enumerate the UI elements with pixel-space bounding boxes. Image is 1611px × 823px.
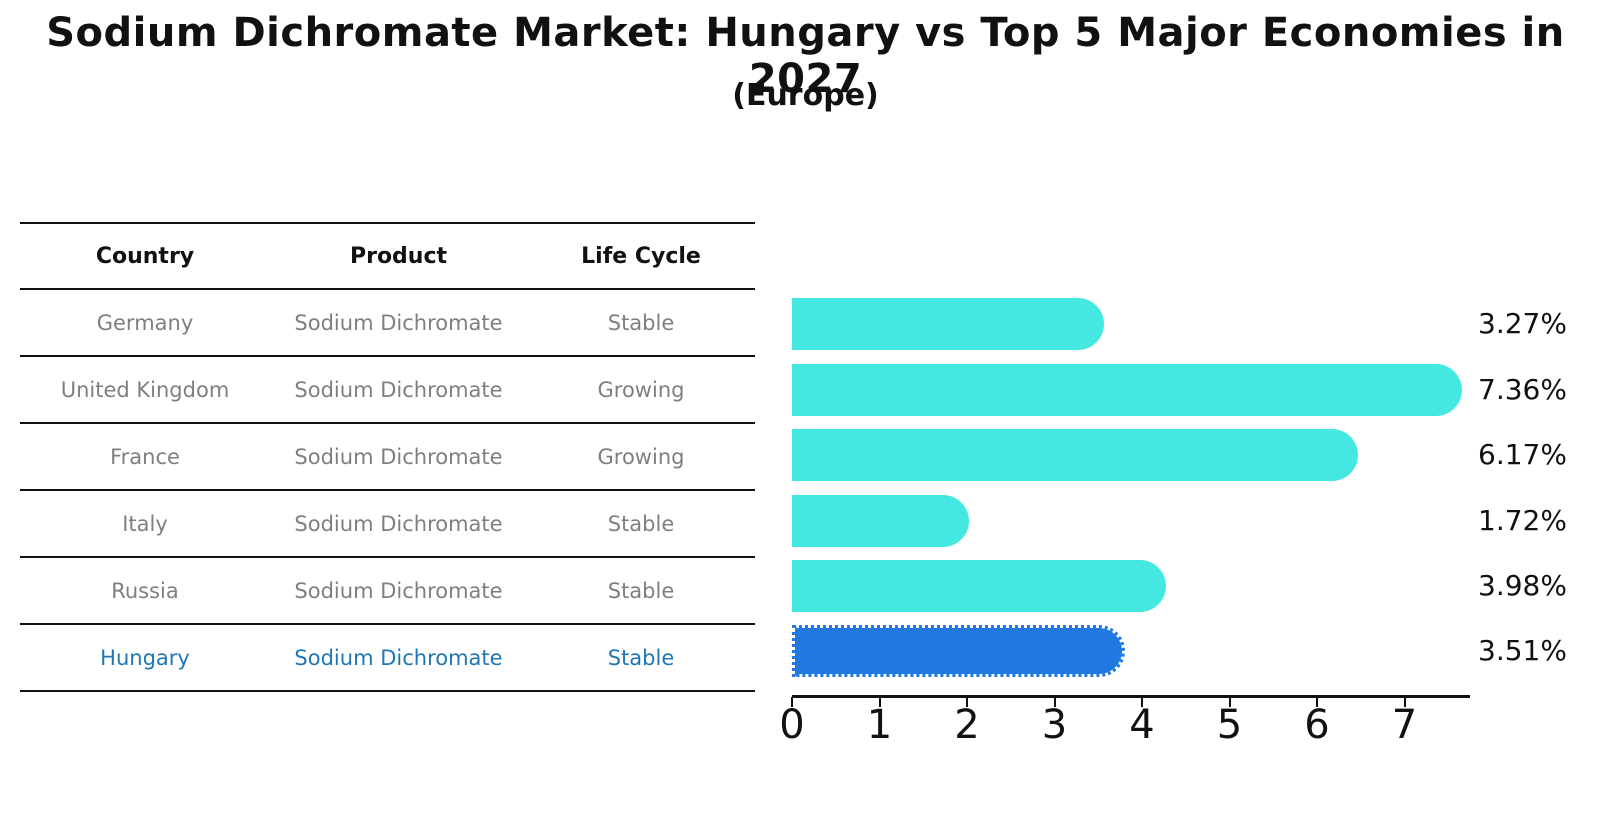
row-product: Sodium Dichromate <box>294 377 503 402</box>
row-product: Sodium Dichromate <box>294 444 503 469</box>
row-product: Sodium Dichromate <box>294 511 503 536</box>
table-row: Italy Sodium Dichromate Stable <box>20 489 755 556</box>
country-table: Country Product Life Cycle Germany Sodium… <box>20 222 755 692</box>
row-lifecycle: Stable <box>607 511 675 536</box>
x-tick-label: 4 <box>1129 702 1155 748</box>
x-tick-mark <box>1403 697 1406 707</box>
row-lifecycle: Stable <box>607 578 675 603</box>
row-lifecycle: Stable <box>607 645 675 670</box>
row-product: Sodium Dichromate <box>294 645 503 670</box>
value-label: 6.17% <box>1478 438 1567 472</box>
bar-russia <box>792 560 1167 612</box>
row-country: France <box>110 444 180 469</box>
table-header-row: Country Product Life Cycle <box>20 222 755 288</box>
table-row: Russia Sodium Dichromate Stable <box>20 556 755 623</box>
value-label: 1.72% <box>1478 503 1567 537</box>
x-tick-label: 5 <box>1216 702 1243 748</box>
table-body: Germany Sodium Dichromate Stable United Kin… <box>20 288 755 690</box>
column-header-product: Product <box>349 243 448 269</box>
value-label: 3.98% <box>1478 569 1567 602</box>
chart-subtitle: (Europe) <box>732 78 879 113</box>
x-tick-mark <box>1316 697 1318 707</box>
x-tick-mark <box>791 697 793 707</box>
row-lifecycle: Stable <box>607 310 675 335</box>
row-country: Russia <box>111 578 179 603</box>
bar-highlight-hungary <box>792 625 1126 678</box>
x-tick-label: 6 <box>1304 702 1330 748</box>
x-axis-line <box>792 695 1470 698</box>
table-row: France Sodium Dichromate Growing <box>20 422 755 489</box>
x-tick-label: 7 <box>1391 702 1418 748</box>
row-product: Sodium Dichromate <box>294 310 503 335</box>
chart-title: Sodium Dichromate Market: Hungary vs Top… <box>46 10 1565 102</box>
row-country: Hungary <box>100 645 190 670</box>
column-header-country: Country <box>95 243 195 269</box>
x-tick-mark <box>966 697 968 707</box>
x-tick-mark <box>1141 697 1143 707</box>
x-tick-label: 0 <box>779 702 805 748</box>
table-row: Hungary Sodium Dichromate Stable <box>20 623 755 690</box>
row-product: Sodium Dichromate <box>294 578 503 603</box>
row-country: United Kingdom <box>60 377 230 402</box>
table-row: Germany Sodium Dichromate Stable <box>20 288 755 355</box>
bar-united-kingdom <box>792 363 1462 416</box>
value-label: 3.51% <box>1478 634 1567 668</box>
x-tick-mark <box>1053 697 1056 707</box>
value-label: 7.36% <box>1478 372 1567 406</box>
column-header-lifecycle: Life Cycle <box>581 243 701 269</box>
row-country: Italy <box>122 511 168 536</box>
bar-italy <box>792 494 969 547</box>
x-tick-mark <box>1228 697 1231 707</box>
row-lifecycle: Growing <box>597 377 685 402</box>
x-tick-label: 2 <box>954 702 980 748</box>
row-lifecycle: Growing <box>597 444 685 469</box>
x-tick-label: 1 <box>866 702 893 748</box>
bar-france <box>792 429 1358 482</box>
table-row: United Kingdom Sodium Dichromate Growing <box>20 355 755 422</box>
row-country: Germany <box>96 310 194 335</box>
value-label: 3.27% <box>1478 307 1567 341</box>
x-tick-label: 3 <box>1041 702 1068 748</box>
x-tick-mark <box>878 697 881 707</box>
bar-germany <box>792 298 1105 351</box>
